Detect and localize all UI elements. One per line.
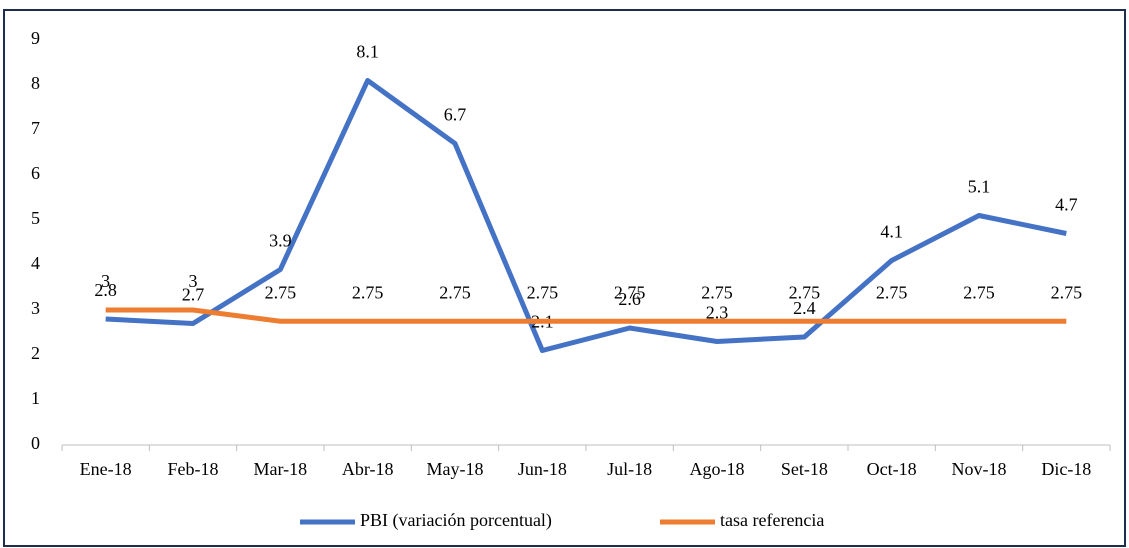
y-tick-label: 8 (31, 73, 40, 93)
y-tick-label: 3 (31, 298, 40, 318)
y-tick-label: 2 (31, 343, 40, 363)
x-tick-label: Nov-18 (952, 459, 1007, 479)
x-tick-label: Jul-18 (607, 459, 652, 479)
y-tick-label: 9 (31, 28, 40, 48)
legend-label: PBI (variación porcentual) (360, 510, 552, 531)
data-label: 2.4 (793, 298, 816, 318)
y-tick-label: 1 (31, 388, 40, 408)
x-tick-label: Mar-18 (254, 459, 308, 479)
data-label: 4.7 (1055, 195, 1078, 215)
data-label: 2.75 (614, 282, 646, 302)
data-label: 2.75 (352, 282, 384, 302)
data-label: 2.75 (527, 282, 559, 302)
data-label: 2.75 (701, 282, 733, 302)
data-label: 2.75 (963, 282, 995, 302)
data-label: 2.8 (94, 280, 117, 300)
data-label: 2.75 (265, 282, 297, 302)
x-tick-label: Oct-18 (867, 459, 917, 479)
data-label: 2.6 (618, 289, 641, 309)
y-tick-label: 0 (31, 433, 40, 453)
x-tick-label: Feb-18 (168, 459, 219, 479)
data-label: 3.9 (269, 231, 292, 251)
x-tick-label: Set-18 (781, 459, 828, 479)
data-label: 2.75 (439, 282, 471, 302)
data-label: 2.75 (876, 282, 908, 302)
data-label: 2.75 (1051, 282, 1083, 302)
series-line (105, 78, 1067, 353)
data-label: 4.1 (880, 222, 903, 242)
data-label: 6.7 (444, 105, 467, 125)
data-label: 3 (189, 271, 198, 291)
y-tick-label: 6 (31, 163, 40, 183)
x-tick-label: May-18 (427, 459, 484, 479)
x-tick-label: Dic-18 (1041, 459, 1091, 479)
x-tick-label: Ago-18 (690, 459, 745, 479)
data-label: 8.1 (356, 42, 379, 62)
chart-frame (3, 9, 1126, 547)
data-label: 3 (101, 271, 110, 291)
y-tick-label: 7 (31, 118, 40, 138)
series-line (105, 307, 1067, 324)
x-tick-label: Abr-18 (342, 459, 394, 479)
data-label: 5.1 (968, 177, 991, 197)
x-tick-label: Jun-18 (518, 459, 567, 479)
x-tick-label: Ene-18 (80, 459, 132, 479)
legend-label: tasa referencia (720, 510, 824, 530)
data-label: 2.75 (789, 282, 821, 302)
y-tick-label: 4 (31, 253, 40, 273)
y-tick-label: 5 (31, 208, 40, 228)
data-label: 2.3 (706, 303, 729, 323)
data-label: 2.7 (182, 285, 205, 305)
